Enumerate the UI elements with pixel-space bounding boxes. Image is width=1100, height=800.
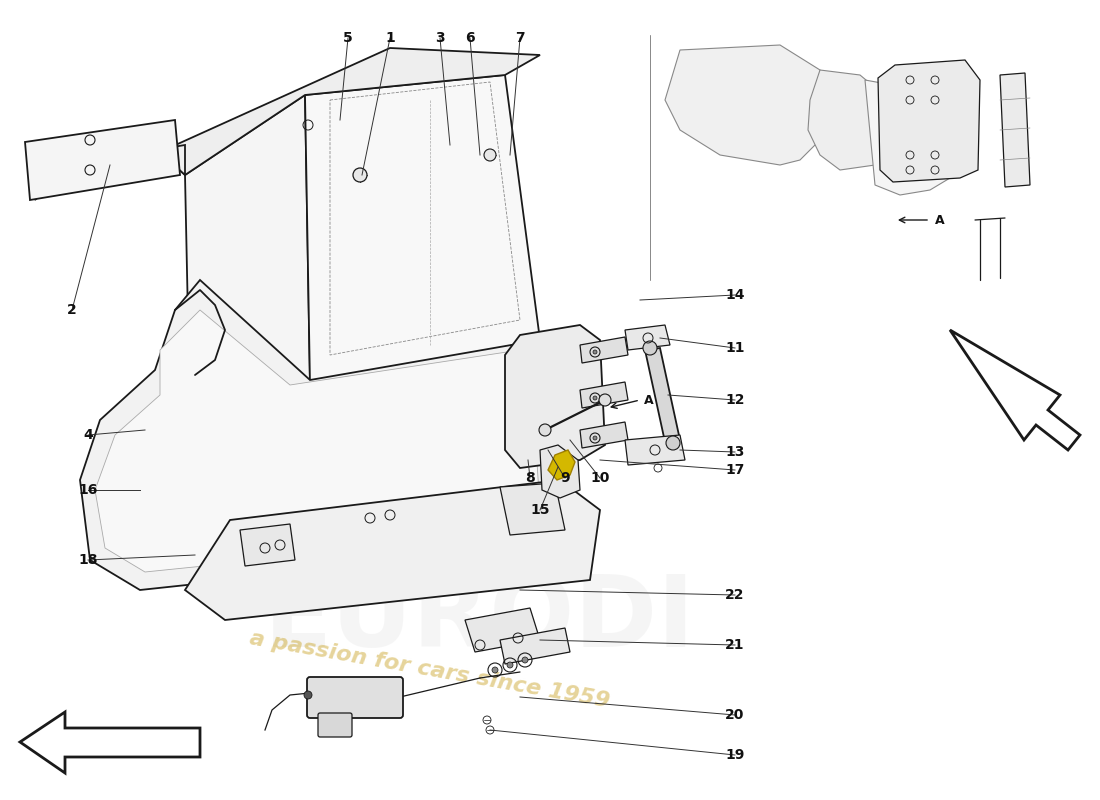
Polygon shape	[808, 70, 895, 170]
Circle shape	[522, 657, 528, 663]
Polygon shape	[580, 422, 628, 448]
Text: 14: 14	[725, 288, 745, 302]
Polygon shape	[645, 348, 680, 442]
Circle shape	[304, 691, 312, 699]
Circle shape	[666, 436, 680, 450]
Polygon shape	[505, 325, 605, 468]
Text: 5: 5	[343, 31, 353, 45]
Circle shape	[644, 341, 657, 355]
Text: A: A	[935, 214, 945, 226]
Polygon shape	[95, 310, 540, 572]
Text: 13: 13	[725, 445, 745, 459]
Text: 15: 15	[530, 503, 550, 517]
Polygon shape	[878, 60, 980, 182]
Text: 1: 1	[385, 31, 395, 45]
Polygon shape	[305, 75, 540, 385]
Circle shape	[353, 168, 367, 182]
Text: 10: 10	[591, 471, 609, 485]
Circle shape	[593, 396, 597, 400]
Circle shape	[484, 149, 496, 161]
Polygon shape	[35, 145, 185, 200]
Circle shape	[492, 667, 498, 673]
Text: 6: 6	[465, 31, 475, 45]
Polygon shape	[25, 120, 180, 200]
FancyBboxPatch shape	[307, 677, 403, 718]
Text: 18: 18	[78, 553, 98, 567]
Circle shape	[539, 424, 551, 436]
Polygon shape	[625, 435, 685, 465]
Polygon shape	[500, 628, 570, 664]
Text: 2: 2	[67, 303, 77, 317]
Circle shape	[593, 436, 597, 440]
Polygon shape	[240, 524, 295, 566]
Polygon shape	[80, 280, 560, 590]
Polygon shape	[20, 712, 200, 773]
Text: 16: 16	[78, 483, 98, 497]
Polygon shape	[160, 48, 540, 175]
Text: 4: 4	[84, 428, 92, 442]
Text: 7: 7	[515, 31, 525, 45]
Circle shape	[507, 662, 513, 668]
Polygon shape	[548, 450, 575, 480]
Text: 20: 20	[725, 708, 745, 722]
Polygon shape	[185, 480, 600, 620]
Text: A: A	[644, 394, 653, 406]
Text: 21: 21	[725, 638, 745, 652]
Polygon shape	[500, 483, 565, 535]
Circle shape	[593, 350, 597, 354]
Polygon shape	[625, 325, 670, 350]
Text: 8: 8	[525, 471, 535, 485]
Polygon shape	[465, 608, 540, 652]
Polygon shape	[540, 445, 580, 498]
Polygon shape	[865, 80, 965, 195]
Text: 19: 19	[725, 748, 745, 762]
Polygon shape	[1000, 73, 1030, 187]
Text: 9: 9	[560, 471, 570, 485]
Text: 22: 22	[725, 588, 745, 602]
Polygon shape	[185, 95, 310, 415]
Polygon shape	[950, 330, 1080, 450]
Text: 12: 12	[725, 393, 745, 407]
Polygon shape	[580, 337, 628, 363]
Polygon shape	[666, 45, 830, 165]
Circle shape	[600, 394, 610, 406]
Polygon shape	[580, 382, 628, 408]
Text: 17: 17	[725, 463, 745, 477]
FancyBboxPatch shape	[318, 713, 352, 737]
Text: 3: 3	[436, 31, 444, 45]
Text: EURODI: EURODI	[264, 571, 695, 669]
Text: a passion for cars since 1959: a passion for cars since 1959	[249, 629, 612, 711]
Text: 11: 11	[725, 341, 745, 355]
